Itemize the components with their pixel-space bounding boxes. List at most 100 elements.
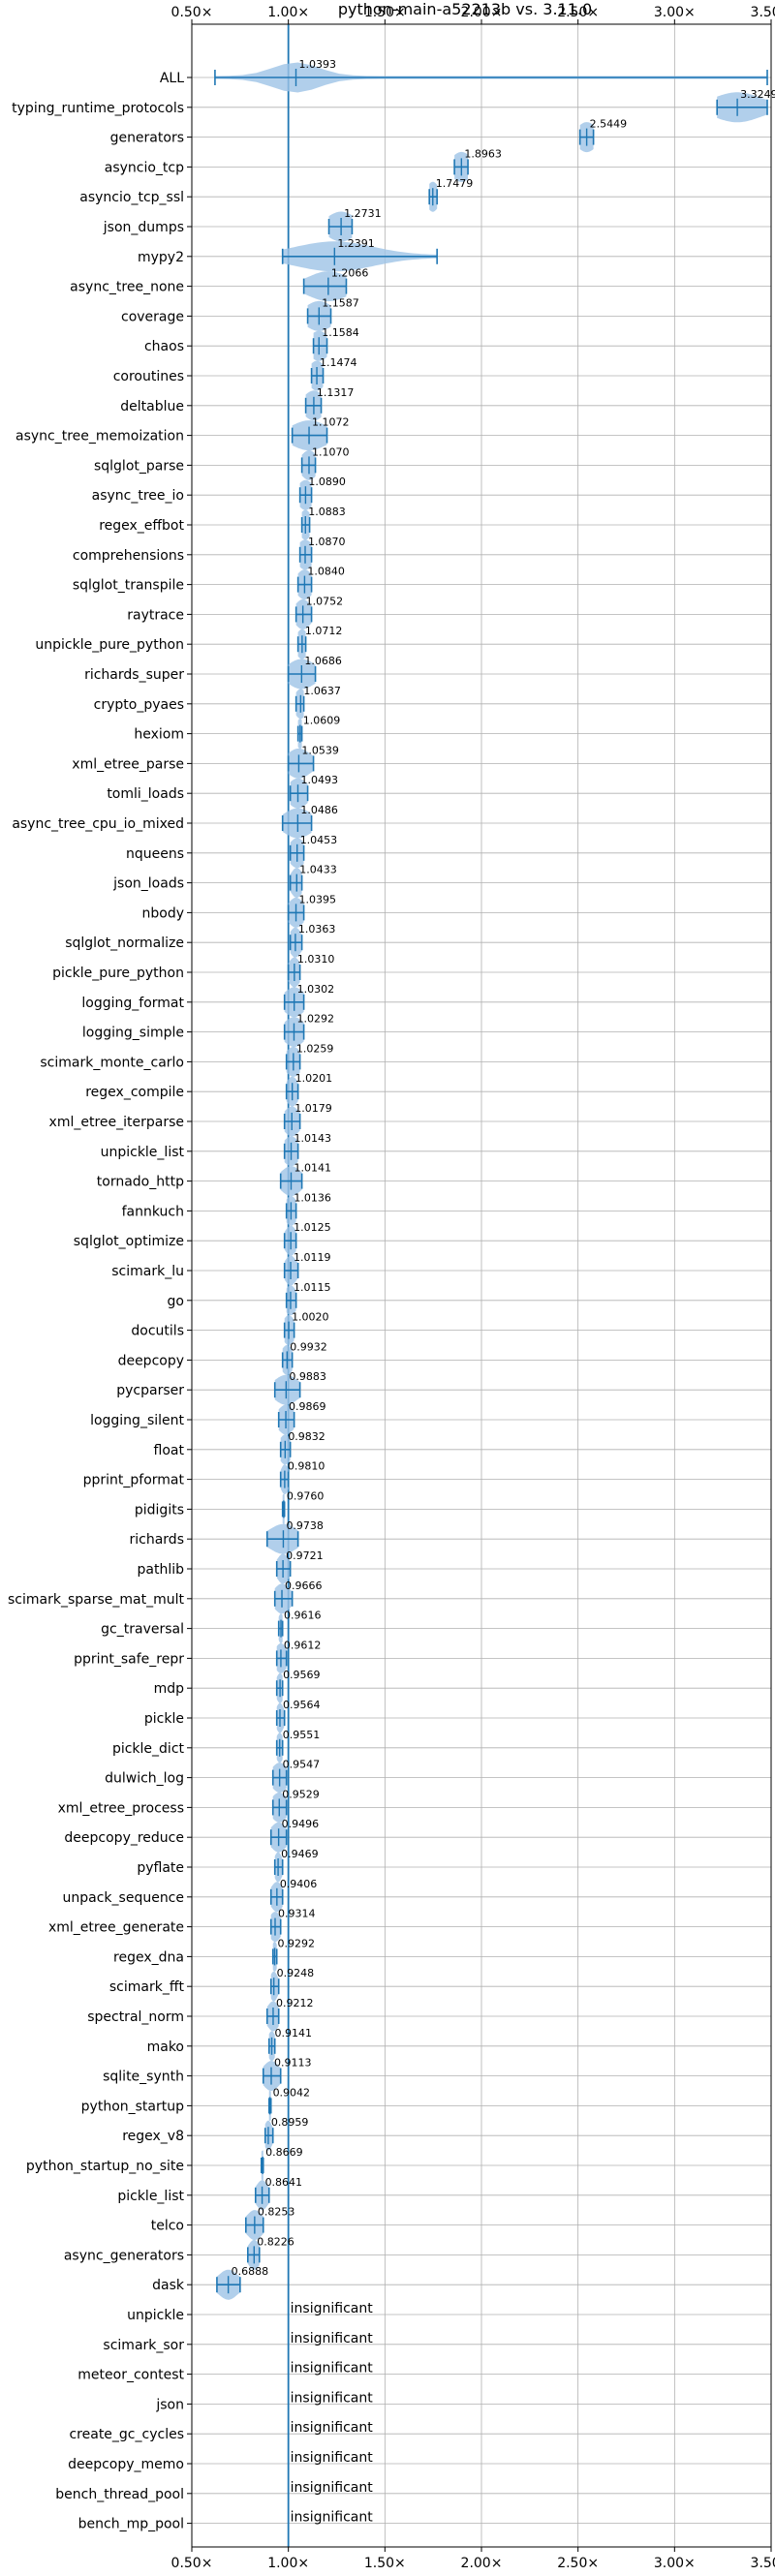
benchmark-label: pycparser xyxy=(116,1383,184,1398)
insignificant-label: insignificant xyxy=(291,2480,374,2496)
value-label: 0.9212 xyxy=(276,1997,314,2009)
benchmark-label: dulwich_log xyxy=(105,1771,184,1787)
violin-mark xyxy=(283,1106,301,1137)
x-tick-label-bottom: 3.50× xyxy=(751,2556,775,2571)
violin-mark xyxy=(285,1076,299,1107)
value-label: 0.8669 xyxy=(265,2146,303,2159)
plot-frame xyxy=(191,23,772,2548)
value-label: 0.9721 xyxy=(286,1549,324,1562)
benchmark-label: sqlglot_optimize xyxy=(74,1234,184,1249)
value-label: 1.1317 xyxy=(317,386,355,399)
value-label: 1.0136 xyxy=(294,1191,331,1204)
value-label: 1.0493 xyxy=(300,774,338,786)
benchmark-label: scimark_sor xyxy=(103,2338,184,2353)
value-label: 1.0143 xyxy=(294,1132,332,1145)
value-label: 0.8253 xyxy=(258,2206,295,2219)
violin-mark xyxy=(283,1017,305,1048)
violin-mark xyxy=(273,1583,294,1614)
violin-mark xyxy=(306,300,332,331)
violin-mark xyxy=(273,1852,284,1883)
benchmark-label: docutils xyxy=(131,1324,184,1339)
value-label: 1.1587 xyxy=(322,296,359,309)
violin-mark xyxy=(273,1374,301,1405)
violin-mark xyxy=(269,1882,284,1913)
violin-mark xyxy=(327,211,354,242)
value-label: 0.9292 xyxy=(278,1937,316,1949)
x-tick-label-bottom: 0.50× xyxy=(171,2556,213,2571)
violin-mark xyxy=(283,1255,299,1286)
violin-mark xyxy=(300,509,311,540)
benchmark-label: regex_effbot xyxy=(99,518,184,534)
violin-mark xyxy=(294,598,313,629)
benchmark-label: pickle_pure_python xyxy=(52,966,184,981)
value-label: 1.0395 xyxy=(299,893,337,905)
value-label: 0.9529 xyxy=(282,1788,320,1800)
benchmark-label: xml_etree_iterparse xyxy=(49,1115,184,1130)
benchmark-label: deepcopy xyxy=(118,1353,184,1368)
value-label: 1.0686 xyxy=(304,655,342,667)
benchmark-label: logging_simple xyxy=(82,1026,184,1041)
insignificant-label: insignificant xyxy=(291,2420,374,2436)
value-label: 0.8226 xyxy=(257,2235,294,2248)
value-label: 0.9832 xyxy=(288,1430,326,1443)
violin-mark xyxy=(716,92,768,123)
insignificant-label: insignificant xyxy=(291,2331,374,2346)
violin-mark xyxy=(289,838,305,869)
benchmark-label: scimark_sparse_mat_mult xyxy=(8,1592,184,1608)
violin-mark xyxy=(214,62,768,93)
violin-mark xyxy=(265,1523,299,1554)
value-label: 1.0712 xyxy=(305,625,343,637)
x-tick-label-top: 3.50× xyxy=(751,5,775,20)
grid-layer xyxy=(187,19,772,2552)
value-label: 1.0870 xyxy=(308,536,346,548)
value-label: 1.0302 xyxy=(297,983,335,996)
x-tick-label-bottom: 3.00× xyxy=(654,2556,696,2571)
benchmark-label: scimark_fft xyxy=(109,1979,185,1995)
benchmark-label: async_tree_cpu_io_mixed xyxy=(12,816,184,832)
benchmark-label: spectral_norm xyxy=(87,2009,184,2025)
value-label: 2.5449 xyxy=(590,118,628,131)
benchmark-label: dask xyxy=(152,2278,185,2293)
value-label: 0.8641 xyxy=(265,2176,303,2189)
value-label: 1.2066 xyxy=(331,267,369,280)
violin-mark xyxy=(245,2210,264,2241)
violin-mark xyxy=(281,1344,294,1375)
benchmark-label: asyncio_tcp xyxy=(105,160,184,175)
violin-mark xyxy=(267,2090,272,2121)
violin-mark xyxy=(287,748,315,779)
benchmark-label: sqlglot_transpile xyxy=(73,578,184,594)
value-label: 0.9113 xyxy=(274,2057,312,2070)
labels-layer: 0.50× 0.50× 1.00× 1.00× 1.50× 1.50× 2.00× 2.00×… xyxy=(8,5,775,2571)
x-tick-label-bottom: 1.00× xyxy=(267,2556,309,2571)
violin-mark xyxy=(271,1792,288,1823)
benchmark-label: json xyxy=(155,2397,184,2412)
benchmark-label: coverage xyxy=(121,309,184,324)
benchmark-label: deepcopy_memo xyxy=(68,2457,184,2472)
value-label: 1.0393 xyxy=(299,58,337,71)
violin-mark xyxy=(285,1046,301,1077)
x-tick-label-top: 1.50× xyxy=(364,5,406,20)
chart-title: python-main-a52213b vs. 3.11.0 xyxy=(338,0,592,18)
benchmark-label: hexiom xyxy=(134,727,184,743)
benchmark-label: nqueens xyxy=(126,846,184,862)
violin-mark xyxy=(216,2269,241,2300)
benchmark-label: regex_compile xyxy=(85,1085,184,1100)
benchmark-label: async_tree_none xyxy=(70,280,184,295)
benchmark-label: sqlite_synth xyxy=(103,2070,184,2085)
benchmark-label: typing_runtime_protocols xyxy=(12,101,184,116)
value-label: 1.0637 xyxy=(303,685,341,697)
value-label: 0.9141 xyxy=(275,2027,313,2039)
violin-mark xyxy=(275,1642,288,1673)
value-label: 1.2391 xyxy=(337,237,375,250)
benchmark-label: mdp xyxy=(154,1681,185,1697)
benchmark-label: telco xyxy=(151,2219,184,2234)
violin-mark xyxy=(283,1136,299,1167)
benchmark-label: bench_mp_pool xyxy=(78,2517,184,2532)
benchmark-label: nbody xyxy=(142,905,185,921)
benchmark-label: gc_traversal xyxy=(101,1622,184,1638)
benchmark-label: python_startup xyxy=(81,2099,184,2114)
violin-mark xyxy=(281,808,313,839)
value-label: 0.9616 xyxy=(284,1610,322,1622)
value-label: 0.9469 xyxy=(281,1848,319,1860)
